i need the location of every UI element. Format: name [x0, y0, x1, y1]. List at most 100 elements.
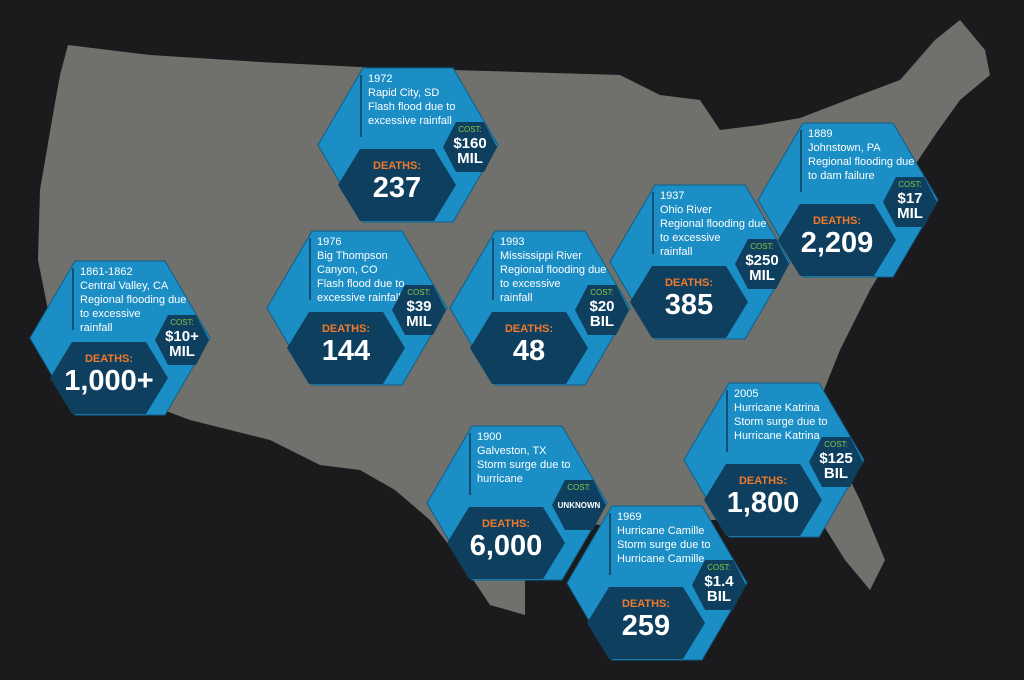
cost-value: $20: [589, 298, 614, 315]
cost-hex: [155, 315, 209, 365]
event-year: 1861-1862: [80, 266, 133, 278]
cost-hex: [809, 437, 863, 487]
cost-value: MIL: [897, 205, 923, 222]
event-card: 1976 Big Thompson Canyon, CO Flash flood du…: [266, 230, 448, 386]
event-description: Central Valley, CA: [80, 280, 169, 292]
deaths-value: 237: [373, 172, 421, 204]
event-year: 1889: [808, 128, 832, 140]
event-year: 1972: [368, 73, 392, 85]
deaths-label: DEATHS:: [373, 160, 421, 172]
deaths-value: 6,000: [470, 530, 543, 562]
deaths-value: 48: [513, 335, 545, 367]
event-description: Hurricane Camille: [617, 525, 704, 537]
cost-value: $250: [745, 252, 778, 269]
event-description: Hurricane Katrina: [734, 430, 820, 442]
event-description: Big Thompson: [317, 250, 388, 262]
event-description: Canyon, CO: [317, 264, 378, 276]
cost-value: UNKNOWN: [558, 501, 601, 510]
event-card: 1900 Galveston, TX Storm surge due to hurri…: [426, 425, 608, 581]
cost-value: $10+: [165, 328, 199, 345]
event-description: Ohio River: [660, 204, 712, 216]
cost-value: $39: [406, 298, 431, 315]
deaths-hex: [778, 204, 896, 276]
deaths-hex: [447, 507, 565, 579]
event-description: to excessive: [80, 308, 141, 320]
event-description: rainfall: [80, 322, 112, 334]
event-year: 1969: [617, 511, 641, 523]
cost-hex: [443, 122, 497, 172]
event-year: 1937: [660, 190, 684, 202]
deaths-label: DEATHS:: [622, 598, 670, 610]
event-description: Storm surge due to: [477, 459, 571, 471]
cost-value: MIL: [406, 313, 432, 330]
cost-label: COST:: [170, 318, 194, 327]
cost-hex: [692, 560, 746, 610]
event-description: Regional flooding due: [500, 264, 606, 276]
deaths-hex: [338, 149, 456, 221]
event-description: to dam failure: [808, 170, 875, 182]
deaths-label: DEATHS:: [482, 518, 530, 530]
event-description: hurricane: [477, 473, 523, 485]
event-card: 1937 Ohio River Regional flooding due to ex…: [609, 184, 791, 340]
cost-hex: [552, 480, 606, 530]
deaths-value: 259: [622, 610, 670, 642]
cost-label: COST:: [407, 288, 431, 297]
deaths-label: DEATHS:: [813, 215, 861, 227]
cost-hex: [883, 177, 937, 227]
event-description: Regional flooding due: [660, 218, 766, 230]
event-description: Storm surge due to: [617, 539, 711, 551]
event-description: Hurricane Camille: [617, 553, 704, 565]
deaths-value: 1,800: [727, 487, 800, 519]
event-description: Hurricane Katrina: [734, 402, 820, 414]
deaths-value: 385: [665, 289, 713, 321]
cost-label: COST:: [590, 288, 614, 297]
cost-label: COST:: [824, 440, 848, 449]
event-year: 1993: [500, 236, 524, 248]
event-description: Regional flooding due: [80, 294, 186, 306]
deaths-hex: [287, 312, 405, 384]
cost-value: MIL: [457, 150, 483, 167]
event-description: to excessive: [500, 278, 561, 290]
deaths-hex: [630, 266, 748, 338]
cost-value: MIL: [169, 343, 195, 360]
event-description: excessive rainfall: [317, 292, 401, 304]
event-description: to excessive: [660, 232, 721, 244]
cost-value: $17: [897, 190, 922, 207]
cost-label: COST:: [898, 180, 922, 189]
event-description: Flash flood due to: [368, 101, 455, 113]
deaths-hex: [50, 342, 168, 414]
event-description: Storm surge due to: [734, 416, 828, 428]
deaths-value: 1,000+: [64, 365, 154, 397]
event-year: 1900: [477, 431, 501, 443]
cost-label: COST:: [750, 242, 774, 251]
cost-label: COST:: [567, 483, 591, 492]
cost-value: $160: [453, 135, 486, 152]
event-card: 1861-1862 Central Valley, CA Regional floo…: [29, 260, 211, 416]
event-description: excessive rainfall: [368, 115, 452, 127]
cost-value: BIL: [590, 313, 614, 330]
event-year: 2005: [734, 388, 758, 400]
event-card: 1972 Rapid City, SD Flash flood due to exce…: [317, 67, 499, 223]
event-card: 1993 Mississippi River Regional flooding d…: [449, 230, 631, 386]
event-year: 1976: [317, 236, 341, 248]
cost-hex: [735, 239, 789, 289]
event-description: Regional flooding due: [808, 156, 914, 168]
event-description: rainfall: [500, 292, 532, 304]
deaths-label: DEATHS:: [85, 353, 133, 365]
deaths-label: DEATHS:: [739, 475, 787, 487]
cost-value: BIL: [824, 465, 848, 482]
deaths-hex: [587, 587, 705, 659]
event-description: Johnstown, PA: [808, 142, 881, 154]
cost-label: COST:: [458, 125, 482, 134]
cost-value: $125: [819, 450, 852, 467]
deaths-value: 2,209: [801, 227, 874, 259]
event-card: 1969 Hurricane Camille Storm surge due to H…: [566, 505, 748, 661]
cost-hex: [575, 285, 629, 335]
event-description: Rapid City, SD: [368, 87, 439, 99]
cost-value: $1.4: [704, 573, 734, 590]
deaths-hex: [470, 312, 588, 384]
cost-hex: [392, 285, 446, 335]
cost-value: BIL: [707, 588, 731, 605]
deaths-label: DEATHS:: [322, 323, 370, 335]
